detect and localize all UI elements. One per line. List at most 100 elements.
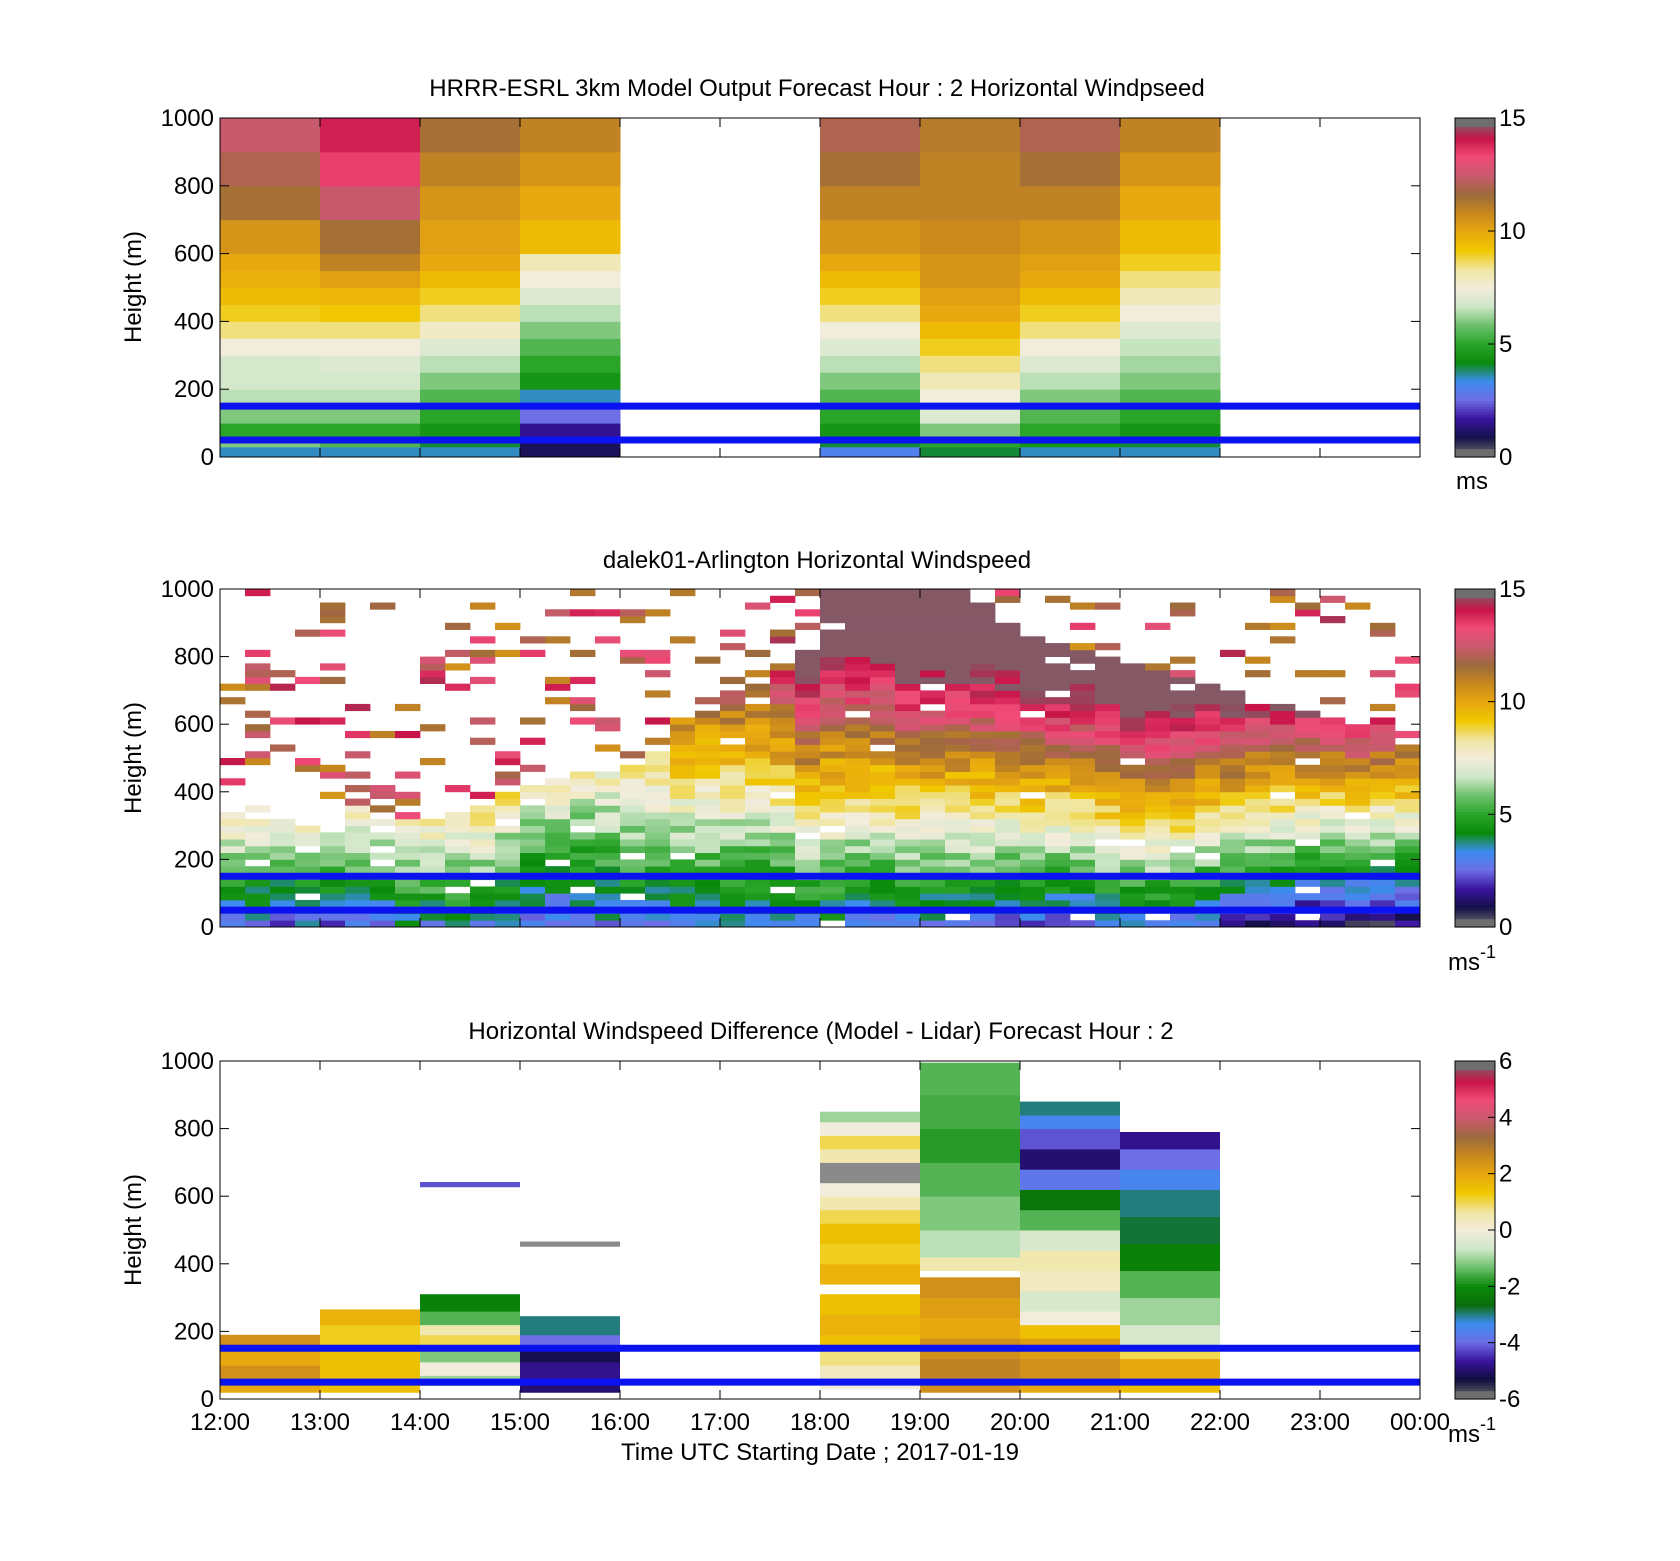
lidar-cell: [1120, 717, 1146, 725]
lidar-cell: [845, 899, 871, 908]
colorbar-swatch: [1455, 233, 1495, 238]
model-cell: [1120, 389, 1221, 407]
colorbar-swatch: [1455, 766, 1495, 770]
lidar-cell: [995, 798, 1021, 806]
colorbar-swatch: [1455, 687, 1495, 691]
lidar-cell: [870, 879, 896, 887]
model-cell: [920, 253, 1021, 272]
lidar-cell: [395, 791, 421, 799]
lidar-cell: [870, 818, 896, 826]
colorbar-swatch: [1455, 1215, 1495, 1220]
lidar-cell: [920, 616, 946, 624]
lidar-cell: [920, 758, 946, 766]
lidar-cell: [770, 724, 796, 732]
lidar-cell: [770, 737, 796, 745]
lidar-cell: [1020, 764, 1046, 772]
lidar-cell: [270, 744, 296, 752]
lidar-cell: [670, 845, 696, 854]
lidar-cell: [570, 852, 596, 860]
lidar-cell: [695, 724, 721, 732]
colorbar-swatch: [1455, 1221, 1495, 1225]
colorbar-swatch: [1455, 704, 1495, 708]
colorbar-swatch: [1455, 1328, 1495, 1332]
lidar-cell: [1070, 724, 1096, 732]
lidar-cell: [1095, 643, 1121, 651]
colorbar-swatch: [1455, 1348, 1495, 1352]
colorbar-swatch: [1455, 670, 1495, 675]
lidar-cell: [1395, 866, 1421, 874]
lidar-cell: [1270, 710, 1296, 718]
lidar-cell: [695, 839, 721, 847]
colorbar-swatch: [1455, 434, 1495, 438]
colorbar-swatch: [1455, 1300, 1495, 1304]
lidar-cell: [895, 602, 921, 610]
lidar-cell: [1170, 812, 1196, 820]
lidar-cell: [945, 886, 971, 894]
model-cell: [220, 219, 321, 255]
lidar-cell: [795, 649, 821, 657]
model-cell: [320, 389, 421, 407]
lidar-cell: [1270, 785, 1296, 793]
lidar-cell: [745, 852, 771, 860]
lidar-cell: [995, 771, 1021, 779]
difference-cell: [1020, 1270, 1120, 1292]
lidar-cell: [720, 812, 746, 820]
colorbar-swatch: [1455, 1170, 1495, 1175]
lidar-cell: [745, 737, 771, 745]
lidar-cell: [795, 764, 821, 772]
lidar-cell: [895, 771, 921, 779]
lidar-cell: [345, 730, 371, 739]
model-cell: [320, 287, 421, 305]
lidar-cell: [220, 879, 246, 887]
lidar-cell: [220, 758, 246, 766]
colorbar-swatch: [1455, 904, 1495, 908]
lidar-cell: [345, 751, 371, 759]
lidar-cell: [1320, 839, 1346, 847]
difference-cell: [1020, 1324, 1120, 1339]
lidar-cell: [545, 845, 571, 854]
lidar-cell: [1120, 879, 1146, 887]
colorbar-swatch: [1455, 743, 1495, 748]
lidar-cell: [295, 866, 321, 874]
lidar-cell: [995, 643, 1021, 651]
lidar-cell: [1095, 812, 1121, 820]
lidar-cell: [820, 683, 846, 691]
lidar-cell: [945, 825, 971, 833]
lidar-cell: [920, 710, 946, 718]
lidar-cell: [845, 595, 871, 603]
lidar-cell: [945, 589, 971, 597]
colorbar-swatch: [1455, 814, 1495, 818]
colorbar-swatch: [1455, 1069, 1495, 1073]
lidar-cell: [1245, 798, 1271, 806]
colorbar-swatch: [1455, 208, 1495, 212]
model-cell: [820, 338, 921, 356]
lidar-cell: [570, 798, 596, 806]
lidar-cell: [920, 913, 946, 921]
lidar-cell: [1095, 866, 1121, 874]
lidar-cell: [920, 920, 946, 928]
lidar-cell: [770, 818, 796, 826]
lidar-cell: [470, 656, 496, 664]
model-cell: [420, 321, 521, 339]
lidar-cell: [620, 832, 646, 840]
colorbar-swatch: [1455, 1196, 1495, 1200]
model-cell: [920, 423, 1021, 441]
colorbar-swatch: [1455, 1283, 1495, 1287]
lidar-cell: [470, 818, 496, 826]
lidar-cell: [1170, 778, 1196, 786]
lidar-cell: [820, 589, 846, 597]
colorbar-swatch: [1455, 769, 1495, 773]
lidar-cell: [1370, 737, 1396, 745]
lidar-cell: [1045, 913, 1071, 921]
lidar-cell: [420, 656, 446, 664]
lidar-cell: [895, 886, 921, 894]
lidar-cell: [1195, 697, 1221, 705]
lidar-cell: [720, 859, 746, 867]
lidar-cell: [1070, 670, 1096, 678]
lidar-cell: [1320, 852, 1346, 860]
lidar-cell: [395, 866, 421, 874]
lidar-cell: [1070, 832, 1096, 840]
lidar-cell: [1220, 703, 1246, 712]
lidar-cell: [895, 879, 921, 887]
lidar-cell: [1220, 785, 1246, 793]
